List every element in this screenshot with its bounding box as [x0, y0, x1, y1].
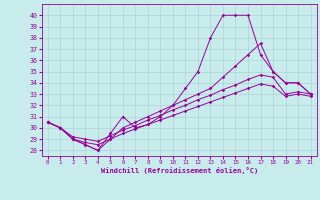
X-axis label: Windchill (Refroidissement éolien,°C): Windchill (Refroidissement éolien,°C) — [100, 167, 258, 174]
